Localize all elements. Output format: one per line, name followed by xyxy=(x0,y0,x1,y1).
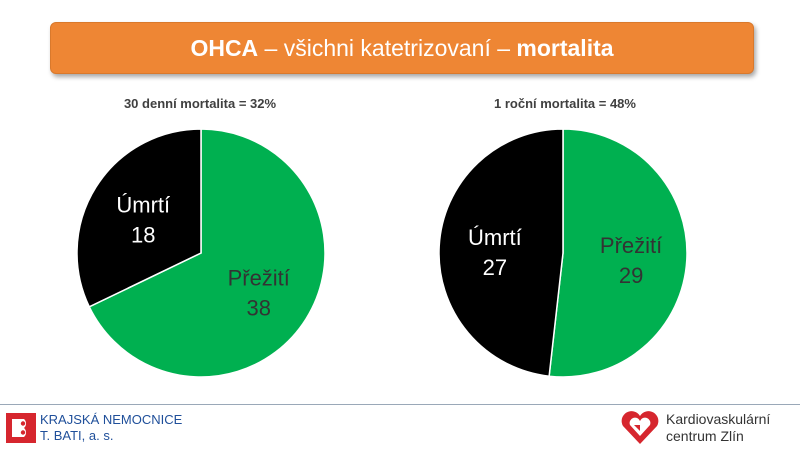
footer-divider xyxy=(0,404,800,405)
slice-label: Úmrtí xyxy=(116,193,170,218)
chart-2-title: 1 roční mortalita = 48% xyxy=(494,96,636,111)
cardio-center-logo: Kardiovaskulární centrum Zlín xyxy=(620,408,770,448)
slice-value: 38 xyxy=(247,295,271,320)
hospital-logo: KRAJSKÁ NEMOCNICE T. BATI, a. s. xyxy=(6,410,182,446)
heart-logo-icon xyxy=(621,411,659,444)
pie-chart-30-day: Přežití 38 Úmrtí 18 xyxy=(76,128,326,378)
title-banner: OHCA – všichni katetrizovaní – mortalita xyxy=(50,22,754,74)
slice-label: Přežití xyxy=(600,233,662,258)
slice-value: 27 xyxy=(483,255,507,280)
slice-value: 18 xyxy=(131,223,155,248)
hospital-logo-icon xyxy=(6,413,36,443)
pie-slice-deaths xyxy=(438,128,564,378)
slice-label: Úmrtí xyxy=(468,225,522,250)
title-middle: – všichni katetrizovaní – xyxy=(258,34,517,61)
slice-label: Přežití xyxy=(228,265,290,290)
pie-slice-survived xyxy=(88,128,326,378)
cardio-name-line2: centrum Zlín xyxy=(666,428,744,444)
slice-value: 29 xyxy=(619,263,643,288)
hospital-name-line1: KRAJSKÁ NEMOCNICE xyxy=(40,412,183,427)
chart-1-title: 30 denní mortalita = 32% xyxy=(123,96,277,111)
cardio-name-line1: Kardiovaskulární xyxy=(666,411,771,427)
pie-slice-survived xyxy=(548,128,688,378)
pie-slice-deaths xyxy=(76,128,202,308)
title-mortalita: mortalita xyxy=(516,34,614,61)
hospital-name-line2: T. BATI, a. s. xyxy=(40,428,114,443)
title-ohca: OHCA xyxy=(190,34,259,61)
pie-chart-1-year: Přežití 29 Úmrtí 27 xyxy=(438,128,688,378)
